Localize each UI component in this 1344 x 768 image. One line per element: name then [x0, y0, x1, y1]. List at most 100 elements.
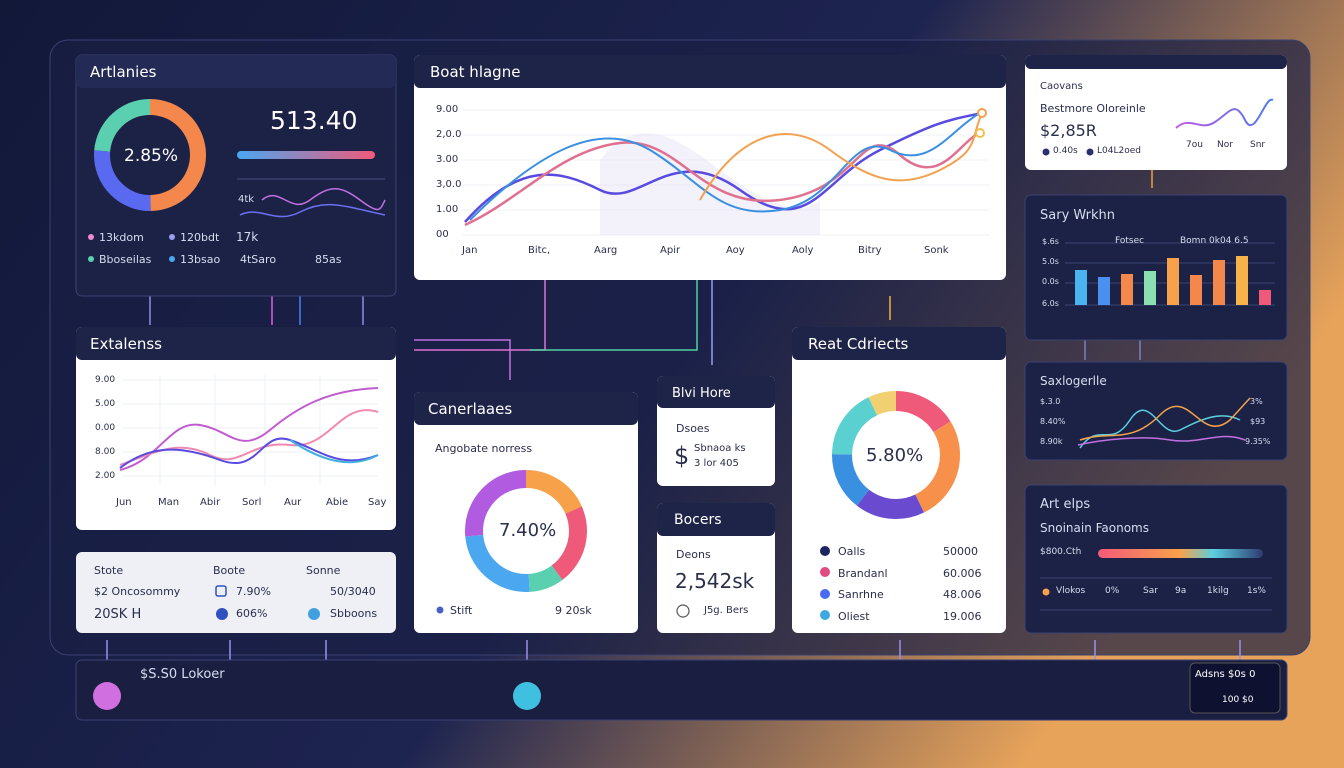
x-tick-label: Aoly	[792, 245, 814, 256]
panel-title: Extalenss	[90, 335, 162, 353]
legend: Sanrhne	[838, 588, 884, 601]
x-tick-label: Bitry	[858, 245, 882, 256]
panel-title: Sary Wrkhn	[1040, 208, 1116, 223]
donut-label: 5.80%	[866, 445, 924, 466]
x-tick-label: Aoy	[726, 245, 745, 256]
panel-title: Canerlaaes	[428, 400, 513, 418]
label: Deons	[676, 548, 711, 561]
y-tick-label: 6.0s	[1042, 299, 1059, 308]
y-tick-label: 8.90k	[1040, 437, 1063, 446]
x-tick-label: Jun	[116, 497, 132, 508]
legend: 60.006	[943, 566, 982, 580]
footer: J5g. Bers	[704, 605, 749, 616]
x-tick-label: Bitc,	[528, 245, 551, 256]
footer: 9 20sk	[555, 604, 592, 617]
x-tick-label: Nor	[1217, 140, 1233, 150]
table-header: Stote	[94, 564, 124, 577]
panel-title: Artlanies	[90, 63, 157, 81]
donut-label: 7.40%	[499, 520, 557, 541]
panel-title: Blvi Hore	[672, 386, 731, 401]
legend: Oalls	[838, 545, 866, 558]
legend: 120bdt	[180, 231, 220, 244]
legend: Oliest	[838, 609, 870, 623]
legend: 13kdom	[99, 231, 144, 244]
panel-title: Bocers	[674, 512, 722, 528]
y-tick-label: $.6s	[1042, 237, 1059, 246]
legend: Bboseilas	[99, 253, 152, 266]
x-tick-label: Snr	[1250, 140, 1266, 150]
label: 3%	[1250, 397, 1263, 406]
y-tick-label: 5.0s	[1042, 257, 1059, 266]
table-cell: 7.90%	[236, 585, 271, 598]
header: Fotsec	[1115, 236, 1145, 246]
y-tick-label: 2.00	[95, 471, 116, 481]
label: 1s%	[1247, 586, 1266, 596]
subtitle: Angobate norress	[435, 442, 533, 455]
legend: 85as	[315, 253, 342, 266]
label: 17k	[236, 230, 259, 244]
x-tick-label: Aarg	[594, 245, 618, 256]
x-tick-label: Abie	[326, 497, 349, 508]
label: 4tk	[238, 194, 255, 205]
label: Sbnaoa ks	[694, 443, 746, 454]
y-tick-label: 0.0s	[1042, 277, 1059, 286]
y-tick-label: 8.00	[95, 447, 116, 457]
value: 2,542sk	[675, 569, 755, 593]
x-tick-label: 7ou	[1186, 140, 1203, 150]
big-value: 513.40	[270, 106, 358, 135]
value: $800.Cth	[1040, 547, 1082, 557]
y-tick-label: 3.00	[436, 154, 459, 165]
footer-box: 100 $0	[1222, 695, 1254, 705]
y-tick-label: 3,0.0	[436, 179, 462, 190]
panel-title: Caovans	[1040, 81, 1083, 92]
label: Vlokos	[1056, 586, 1086, 596]
legend: 4tSaro	[240, 253, 277, 266]
table-header: Boote	[213, 564, 246, 577]
x-tick-label: Aur	[284, 497, 302, 508]
legend: 48.006	[943, 588, 982, 601]
y-tick-label: 00	[436, 229, 449, 240]
y-tick-label: 9.00	[95, 375, 116, 385]
x-tick-label: Man	[158, 497, 180, 508]
legend: 19.006	[943, 609, 982, 623]
label: 9a	[1175, 586, 1187, 596]
y-tick-label: 1.00	[436, 204, 459, 215]
legend: 50000	[943, 545, 978, 558]
table-cell: Sbboons	[330, 607, 378, 620]
y-tick-label: 9.00	[436, 104, 459, 115]
label: $93	[1250, 417, 1266, 426]
y-tick-label: 8.40%	[1040, 417, 1066, 426]
legend: Brandanl	[838, 566, 888, 580]
x-tick-label: Jan	[462, 245, 478, 256]
table-cell: 20SK H	[94, 607, 142, 622]
subtitle: Bestmore Oloreinle	[1040, 102, 1146, 115]
label: 1kilg	[1207, 586, 1229, 596]
y-tick-label: 0.00	[95, 423, 116, 433]
footer-box: Adsns $0s 0	[1195, 669, 1256, 680]
header: Bomn 0k04 6.5	[1180, 236, 1249, 246]
x-tick-label: Abir	[200, 497, 221, 508]
legend: 13bsao	[180, 253, 221, 266]
panel-title: Reat Cdriects	[808, 335, 909, 353]
table-header: Sonne	[306, 564, 341, 577]
table-cell: $2 Oncosommy	[94, 585, 181, 598]
table-cell: 606%	[236, 607, 268, 620]
y-tick-label: 2,0.0	[436, 129, 462, 140]
label: Dsoes	[676, 422, 710, 435]
panel-title: Boat hlagne	[430, 63, 521, 81]
legend: 0.40s	[1053, 146, 1078, 156]
value: $	[674, 442, 690, 470]
donut-label: 2.85%	[124, 146, 179, 166]
subtitle: Snoinain Faonoms	[1040, 521, 1149, 535]
y-tick-label: 5.00	[95, 399, 116, 409]
label: Sar	[1143, 586, 1158, 596]
x-tick-label: Apir	[660, 245, 681, 256]
label: 0%	[1105, 586, 1120, 596]
value: $2,85R	[1040, 121, 1097, 140]
panel-title: Saxlogerlle	[1040, 374, 1107, 388]
label: 9.35%	[1245, 437, 1271, 446]
table-cell: 50/3040	[330, 585, 376, 598]
y-tick-label: $.3.0	[1040, 397, 1061, 406]
